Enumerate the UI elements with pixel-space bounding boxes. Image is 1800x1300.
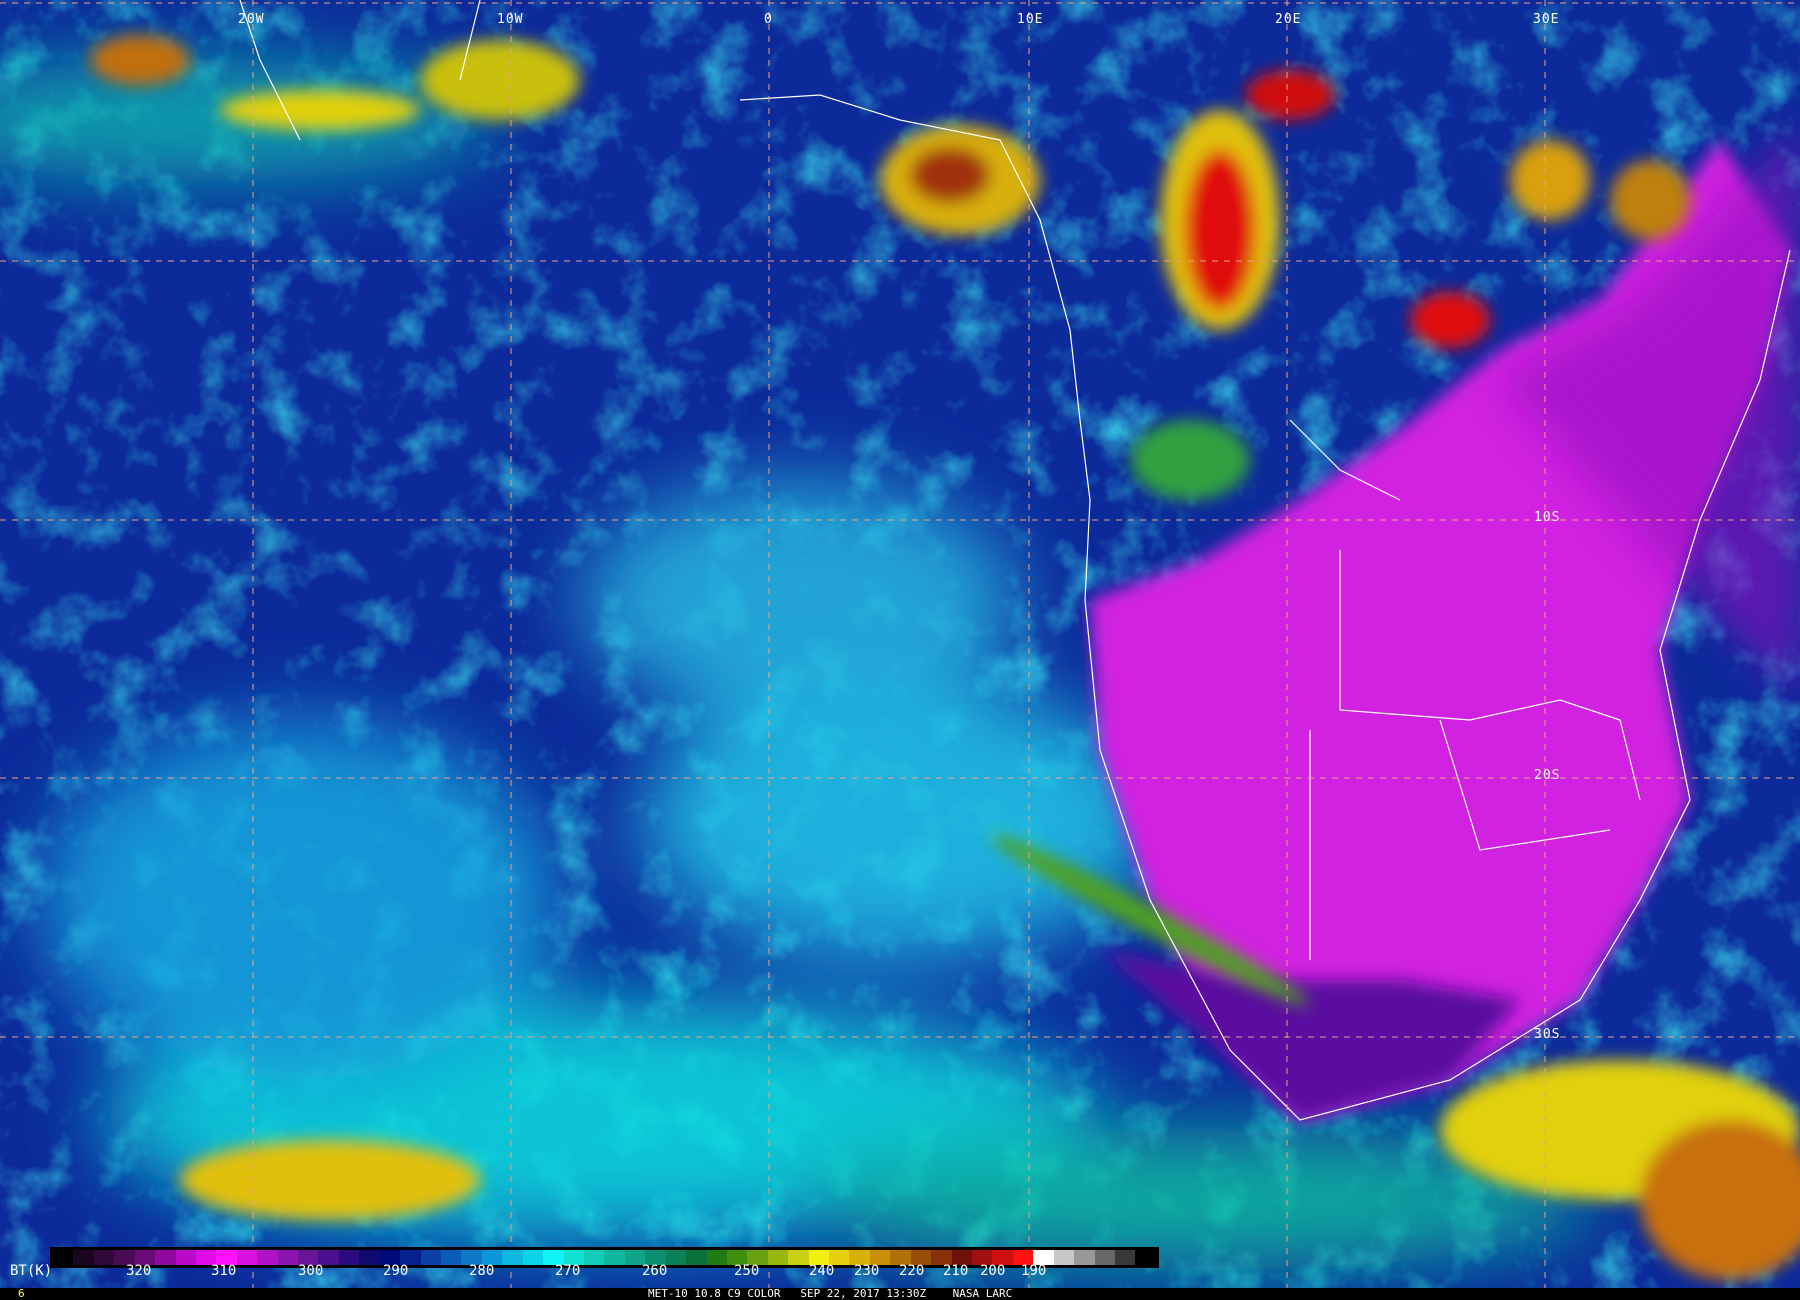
colorbar-swatch (788, 1250, 809, 1265)
colorbar-swatch (359, 1250, 380, 1265)
colorbar-tick: 320 (126, 1263, 152, 1279)
colorbar-swatch (829, 1250, 850, 1265)
colorbar-swatch (1094, 1250, 1115, 1265)
colorbar-swatch (379, 1250, 401, 1265)
colorbar-swatch (134, 1250, 156, 1265)
colorbar-swatch (543, 1250, 564, 1265)
colorbar-swatch (910, 1250, 932, 1265)
lon-label: 10E (1017, 12, 1044, 27)
colorbar-swatch (318, 1250, 339, 1265)
colorbar-swatch (1053, 1250, 1075, 1265)
colorbar-tick: 270 (555, 1263, 581, 1279)
colorbar-swatch (726, 1250, 748, 1265)
image-caption-bar: 6 MET-10 10.8 C9 COLOR SEP 22, 2017 13:3… (0, 1288, 1800, 1300)
colorbar-swatch (706, 1250, 727, 1265)
lon-label: 20W (238, 12, 265, 27)
colorbar-tick: 280 (469, 1263, 495, 1279)
lat-label: 20S (1534, 768, 1561, 783)
colorbar-swatch (481, 1250, 503, 1265)
colorbar-swatch (216, 1250, 237, 1265)
colorbar-swatch (583, 1250, 605, 1265)
colorbar-tick: 240 (809, 1263, 835, 1279)
colorbar-swatch (1135, 1250, 1156, 1265)
colorbar-swatch (461, 1250, 482, 1265)
lon-label: 30E (1533, 12, 1560, 27)
colorbar-swatch (195, 1250, 217, 1265)
frame-indicator: 6 (18, 1287, 25, 1300)
colorbar-swatch (808, 1250, 830, 1265)
colorbar-swatch (236, 1250, 258, 1265)
colorbar-swatch (665, 1250, 687, 1265)
colorbar-swatch (563, 1250, 584, 1265)
colorbar-swatch (849, 1250, 870, 1265)
colorbar-swatch (175, 1250, 196, 1265)
brightness-temperature-colorbar (50, 1247, 1159, 1268)
colorbar-tick: 300 (298, 1263, 324, 1279)
colorbar-swatch (53, 1250, 74, 1265)
colorbar-swatch (155, 1250, 176, 1265)
colorbar-tick: 310 (211, 1263, 237, 1279)
colorbar-swatch (1074, 1250, 1095, 1265)
colorbar-swatch (604, 1250, 625, 1265)
lat-label: 30S (1534, 1027, 1561, 1042)
colorbar-swatch (277, 1250, 299, 1265)
colorbar-swatch (869, 1250, 891, 1265)
colorbar-swatch (951, 1250, 972, 1265)
lon-label: 0 (764, 12, 773, 27)
africa-landmass (1090, 120, 1800, 1120)
colorbar-swatch (93, 1250, 115, 1265)
colorbar-swatch (257, 1250, 278, 1265)
colorbar-swatch (502, 1250, 523, 1265)
colorbar-swatch (1114, 1250, 1136, 1265)
colorbar-swatch (522, 1250, 544, 1265)
colorbar-tick: 260 (642, 1263, 668, 1279)
colorbar-swatch (420, 1250, 442, 1265)
colorbar-tick: 220 (899, 1263, 925, 1279)
colorbar-tick: 190 (1021, 1263, 1047, 1279)
colorbar-swatch (624, 1250, 646, 1265)
colorbar-tick: 230 (854, 1263, 880, 1279)
colorbar-swatch (298, 1250, 319, 1265)
colorbar-swatch (890, 1250, 911, 1265)
colorbar-swatch (747, 1250, 768, 1265)
colorbar-swatch (1033, 1250, 1054, 1265)
colorbar-tick: 290 (383, 1263, 409, 1279)
colorbar-swatch (992, 1250, 1013, 1265)
colorbar-unit-label: BT(K) (10, 1263, 53, 1279)
colorbar-swatch (338, 1250, 360, 1265)
colorbar-swatch (400, 1250, 421, 1265)
colorbar-swatch (971, 1250, 993, 1265)
lon-label: 10W (497, 12, 524, 27)
image-caption: MET-10 10.8 C9 COLOR SEP 22, 2017 13:30Z… (648, 1287, 1013, 1300)
cold-cloud-tops (90, 35, 1800, 1280)
lon-label: 20E (1275, 12, 1302, 27)
colorbar-swatch (114, 1250, 135, 1265)
colorbar-swatch (441, 1250, 462, 1265)
lat-label: 10S (1534, 510, 1561, 525)
colorbar-tick: 200 (980, 1263, 1006, 1279)
colorbar-tick: 210 (943, 1263, 969, 1279)
colorbar-swatch (686, 1250, 707, 1265)
colorbar-swatch (767, 1250, 789, 1265)
political-borders (239, 0, 1791, 1121)
colorbar-swatch (1012, 1250, 1034, 1265)
colorbar-swatch (73, 1250, 94, 1265)
colorbar-swatch (931, 1250, 952, 1265)
colorbar-swatch (645, 1250, 666, 1265)
colorbar-tick: 250 (734, 1263, 760, 1279)
